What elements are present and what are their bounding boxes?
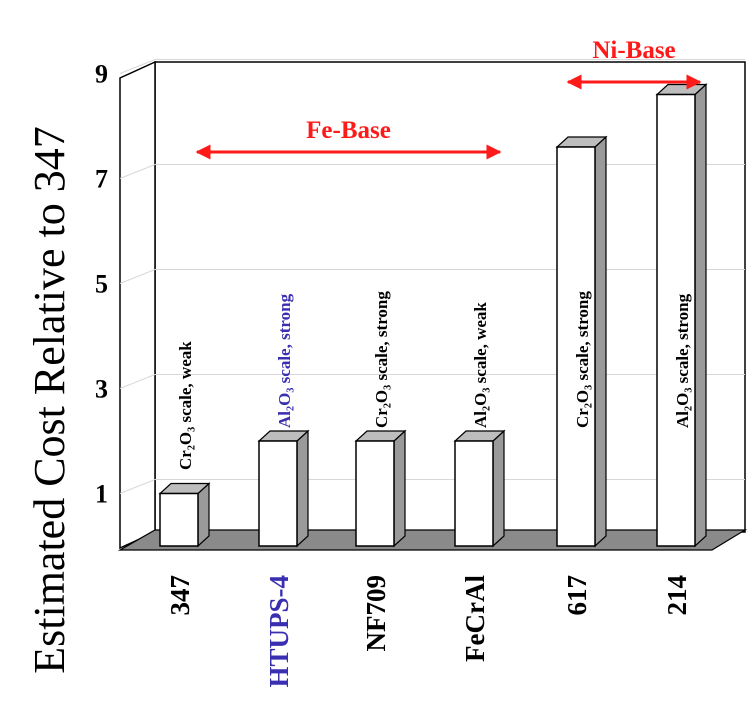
y-axis-ticks: 1 3 5 7 9 [95, 60, 108, 509]
y-tick-label: 3 [95, 375, 108, 404]
gridline [119, 164, 156, 179]
category-label: 347 [165, 575, 195, 616]
bar [655, 83, 708, 548]
bar-annotation: Cr₂O₃ scale, strong [372, 291, 391, 428]
gridline [119, 479, 156, 494]
y-tick-label: 1 [95, 480, 108, 509]
group-label: Fe-Base [306, 117, 391, 144]
y-axis-label: Estimated Cost Relative to 347 [25, 126, 74, 674]
side-wall [119, 60, 156, 550]
bar [158, 482, 211, 548]
bar-annotation: Al₂O₃ scale, strong [673, 293, 692, 428]
group-brackets: Fe-Base Ni-Base [195, 37, 702, 160]
category-label: FeCrAl [460, 575, 490, 662]
floor [117, 529, 748, 551]
category-label: HTUPS-4 [264, 575, 294, 688]
chart-frame [117, 60, 748, 551]
bars [158, 83, 708, 548]
group-label: Ni-Base [592, 37, 675, 64]
y-tick-label: 7 [95, 165, 108, 194]
bar [453, 429, 506, 548]
category-label: NF709 [361, 575, 391, 652]
gridline [119, 374, 156, 389]
y-tick-label: 9 [95, 60, 108, 89]
bar-annotation: Al₂O₃ scale, weak [471, 302, 490, 428]
category-label: 617 [562, 575, 592, 616]
group-bracket: Ni-Base [566, 37, 702, 90]
gridlines [119, 59, 745, 494]
bar-annotation: Al₂O₃ scale, strong [275, 293, 294, 428]
y-tick-label: 5 [95, 270, 108, 299]
bar-annotation: Cr₂O₃ scale, strong [573, 291, 592, 428]
x-axis-categories: 347 HTUPS-4 NF709 FeCrAl 617 214 [165, 575, 692, 688]
bar [354, 429, 407, 548]
bar [257, 429, 310, 548]
gridline [119, 59, 156, 74]
group-bracket: Fe-Base [195, 117, 502, 160]
bar [555, 135, 608, 548]
bar-annotations: Cr₂O₃ scale, weak Al₂O₃ scale, strong Cr₂O… [176, 291, 692, 470]
gridline [119, 269, 156, 284]
category-label: 214 [662, 575, 692, 616]
bar-annotation: Cr₂O₃ scale, weak [176, 341, 195, 470]
